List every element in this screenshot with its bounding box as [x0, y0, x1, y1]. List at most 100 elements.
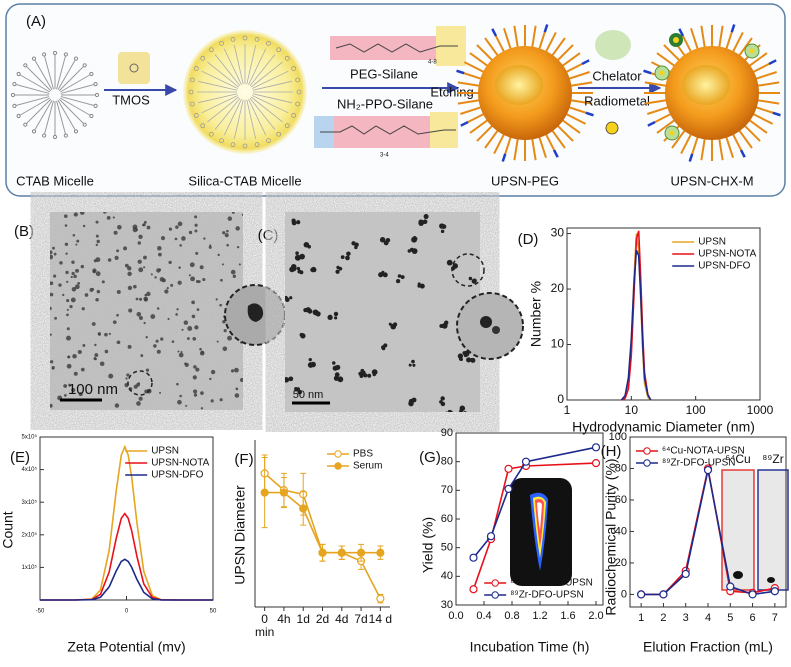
- surfactant: [201, 70, 238, 89]
- caption: CTAB Micelle: [16, 173, 94, 188]
- particle: [133, 284, 137, 289]
- particle: [423, 214, 429, 220]
- peg-ray: [550, 37, 566, 58]
- particle: [71, 287, 77, 292]
- ppo-chain: [320, 125, 456, 135]
- particle: [166, 286, 169, 290]
- particle: [412, 363, 416, 367]
- particle: [209, 377, 212, 381]
- particle: [95, 220, 99, 224]
- peg-ray: [671, 128, 687, 149]
- legend-label: UPSN-NOTA: [151, 458, 209, 469]
- particle: [145, 368, 150, 372]
- particle: [93, 357, 97, 360]
- marker: [376, 594, 385, 603]
- legend-label: UPSN-NOTA: [698, 249, 756, 260]
- particle: [303, 308, 308, 313]
- peg-ray: [537, 134, 547, 158]
- particle: [137, 241, 142, 245]
- particle: [397, 274, 402, 278]
- zoom-circle: [127, 370, 153, 396]
- particle: [178, 266, 181, 269]
- particle: [231, 212, 235, 214]
- particle-cavity: [682, 65, 730, 105]
- x-tick-label: 0.0: [448, 610, 463, 622]
- peg-ray: [457, 98, 482, 105]
- headgroup: [63, 52, 68, 57]
- particle: [143, 321, 146, 325]
- particle: [183, 320, 189, 325]
- x-axis-label: Elution Fraction (mL): [643, 639, 773, 655]
- y-tick-label: 10: [551, 337, 565, 351]
- particle: [50, 292, 54, 297]
- x-tick-label: 1d: [296, 612, 310, 626]
- peg-ray: [647, 105, 671, 115]
- x-tick-label: 4: [705, 612, 711, 624]
- x-tick-label: 2.0: [588, 610, 603, 622]
- particle: [332, 361, 336, 365]
- panel-label: (D): [518, 231, 539, 248]
- particle: [221, 263, 225, 266]
- particle: [75, 243, 78, 246]
- particle: [53, 252, 57, 256]
- tmos-icon: [118, 52, 150, 84]
- peg-ray: [755, 81, 780, 88]
- particle: [145, 336, 148, 339]
- surfactant: [57, 60, 76, 91]
- y-tick-label: 4x10⁵: [22, 466, 38, 473]
- headgroup: [12, 82, 17, 87]
- pet-signal: [537, 502, 542, 531]
- particle: [199, 350, 205, 356]
- particle: [159, 391, 162, 394]
- particle: [336, 265, 340, 270]
- panel-label: (B): [14, 223, 34, 240]
- peg-ray: [563, 61, 587, 74]
- x-tick-label: 100: [686, 403, 706, 417]
- peg-ray: [737, 37, 753, 58]
- y-tick-label: 50: [441, 542, 453, 554]
- particle: [177, 399, 182, 405]
- surfactant: [248, 99, 267, 136]
- particle: [72, 353, 77, 359]
- peg-ray: [747, 52, 768, 68]
- particle: [412, 236, 417, 240]
- particle: [136, 311, 142, 317]
- surfactant: [34, 99, 53, 130]
- surfactant: [249, 98, 276, 130]
- particle: [440, 396, 445, 401]
- particle: [104, 332, 108, 337]
- marker: [681, 569, 690, 579]
- x-tick-label: 14 d: [368, 612, 393, 626]
- particle: [189, 262, 195, 268]
- peg-ray: [463, 61, 487, 74]
- scale-label: 100 nm: [68, 381, 118, 398]
- panel-label: (C): [258, 227, 279, 244]
- surfactant: [246, 45, 257, 85]
- x-tick-label: 0.8: [504, 610, 519, 622]
- surfactant: [16, 96, 50, 106]
- particle: [459, 409, 463, 412]
- particle: [107, 258, 112, 262]
- particle: [179, 394, 182, 398]
- particle: [50, 250, 53, 255]
- particle: [108, 332, 111, 335]
- particle: [70, 275, 73, 279]
- particle: [230, 369, 235, 373]
- x-tick-label: 7d: [354, 612, 368, 626]
- particle: [176, 308, 179, 311]
- surfactant: [214, 54, 241, 86]
- peg-ray: [563, 112, 587, 125]
- particle: [82, 344, 86, 347]
- plot-frame: [39, 436, 214, 601]
- particle: [332, 365, 338, 371]
- particle: [112, 320, 117, 325]
- marker: [637, 590, 646, 599]
- particle: [71, 260, 75, 264]
- particle: [313, 311, 318, 316]
- headgroup: [94, 92, 100, 98]
- repeat-label: 4-8: [428, 60, 437, 66]
- ppo-tip: [581, 59, 590, 66]
- tlc-spot: [733, 571, 743, 579]
- particle: [462, 351, 467, 355]
